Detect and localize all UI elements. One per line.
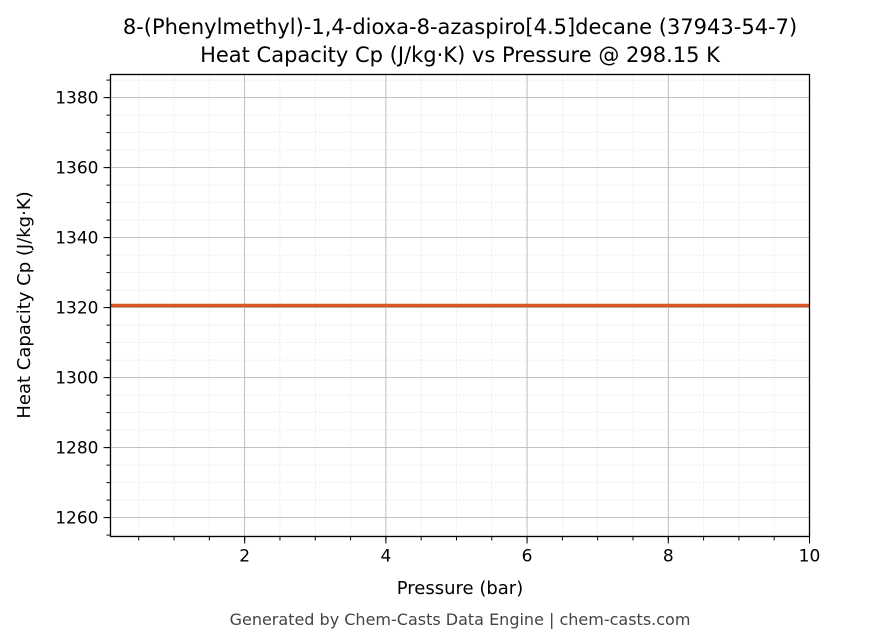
plot-frame xyxy=(109,73,811,538)
y-axis-label: Heat Capacity Cp (J/kg·K) xyxy=(14,191,35,418)
x-tick-label: 8 xyxy=(663,547,674,567)
x-tick-label: 4 xyxy=(380,547,391,567)
chart-title: 8-(Phenylmethyl)-1,4-dioxa-8-azaspiro[4.… xyxy=(123,15,797,39)
y-tick-label: 1360 xyxy=(55,159,98,179)
x-tick-label: 2 xyxy=(239,547,250,567)
footer: Generated by Chem-Casts Data Engine | ch… xyxy=(230,610,691,629)
x-axis-label: Pressure (bar) xyxy=(397,578,523,599)
y-tick-label: 1340 xyxy=(55,229,98,249)
chart-subtitle: Heat Capacity Cp (J/kg·K) vs Pressure @ … xyxy=(200,43,721,67)
y-tick-label: 1280 xyxy=(55,439,98,459)
x-tick-label: 10 xyxy=(799,547,821,567)
y-tick-label: 1300 xyxy=(55,369,98,389)
y-tick-label: 1260 xyxy=(55,509,98,529)
x-tick-label: 6 xyxy=(522,547,533,567)
y-tick-label: 1320 xyxy=(55,299,98,319)
y-tick-label: 1380 xyxy=(55,89,98,109)
